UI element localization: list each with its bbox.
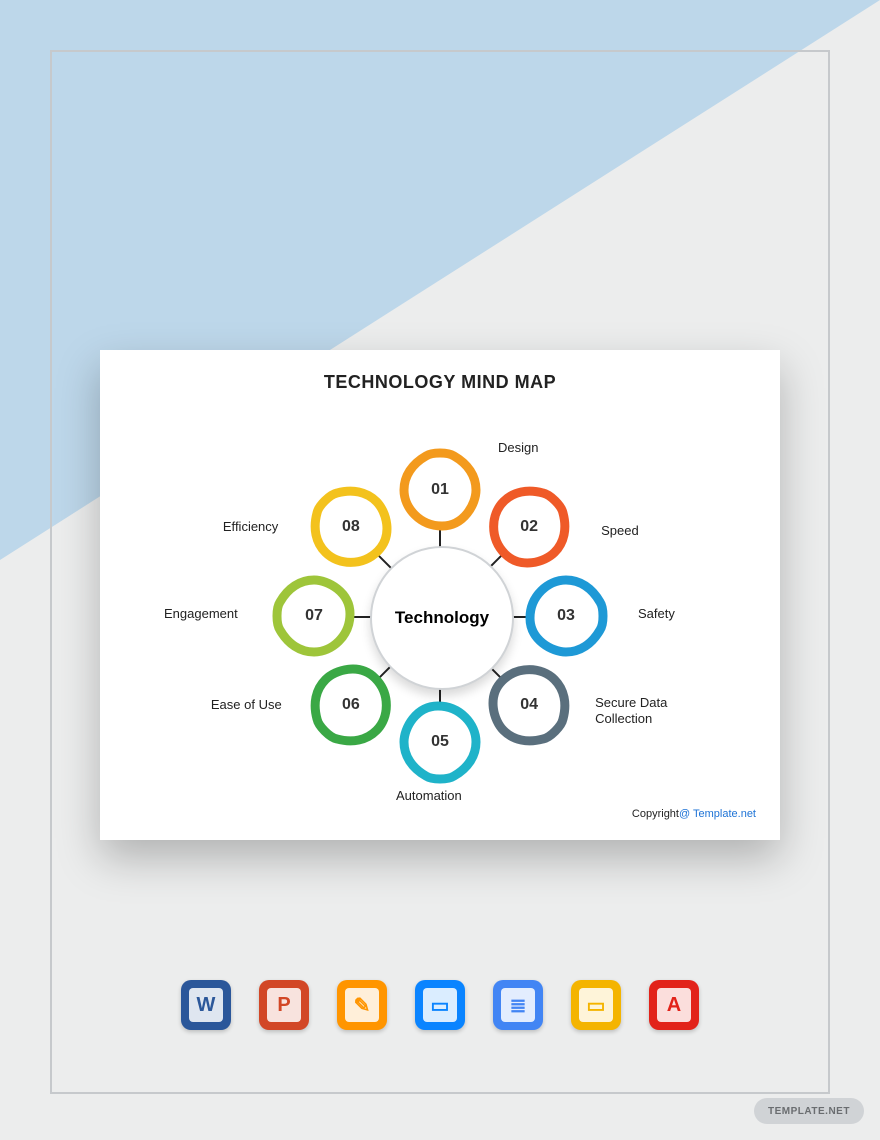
- app-icon-row: WP ✎ ▭ ≣ ▭ A: [0, 980, 880, 1030]
- mindmap-node: 08: [307, 483, 395, 571]
- mindmap-node: 02: [485, 483, 573, 571]
- node-number: 06: [342, 696, 360, 714]
- node-label: Safety: [638, 606, 675, 622]
- mindmap-node: 07: [270, 572, 358, 660]
- gdocs-icon[interactable]: ≣: [493, 980, 543, 1030]
- copyright-prefix: Copyright: [632, 808, 679, 820]
- mindmap-node: 06: [307, 661, 395, 749]
- center-node: Technology: [370, 546, 514, 690]
- word-icon[interactable]: W: [181, 980, 231, 1030]
- keynote-icon[interactable]: ▭: [415, 980, 465, 1030]
- node-number: 03: [557, 607, 575, 625]
- node-number: 02: [520, 518, 538, 536]
- pdf-icon[interactable]: A: [649, 980, 699, 1030]
- node-number: 01: [431, 481, 449, 499]
- node-number: 04: [520, 696, 538, 714]
- node-label: Secure DataCollection: [595, 695, 667, 728]
- mindmap-diagram: Technology 01 Design 02 Speed 03 Safety 04 Secur…: [170, 386, 710, 826]
- node-label: Ease of Use: [211, 697, 282, 713]
- mindmap-node: 05: [396, 698, 484, 786]
- pages-icon[interactable]: ✎: [337, 980, 387, 1030]
- powerpoint-icon[interactable]: P: [259, 980, 309, 1030]
- mindmap-node: 03: [522, 572, 610, 660]
- watermark-badge: TEMPLATE.NET: [754, 1098, 864, 1124]
- node-label: Efficiency: [223, 519, 278, 535]
- node-number: 08: [342, 518, 360, 536]
- mindmap-node: 04: [485, 661, 573, 749]
- node-label: Automation: [396, 788, 462, 804]
- mindmap-node: 01: [396, 446, 484, 534]
- node-number: 07: [305, 607, 323, 625]
- copyright-link[interactable]: @ Template.net: [679, 808, 756, 820]
- node-number: 05: [431, 733, 449, 751]
- node-label: Design: [498, 440, 538, 456]
- node-label: Speed: [601, 523, 639, 539]
- gslides-icon[interactable]: ▭: [571, 980, 621, 1030]
- mindmap-card: TECHNOLOGY MIND MAP Technology01Design02…: [100, 350, 780, 840]
- node-label: Engagement: [164, 606, 238, 622]
- page-background: TECHNOLOGY MIND MAP Technology01Design02…: [0, 0, 880, 1140]
- copyright-text: Copyright@ Template.net: [632, 808, 756, 820]
